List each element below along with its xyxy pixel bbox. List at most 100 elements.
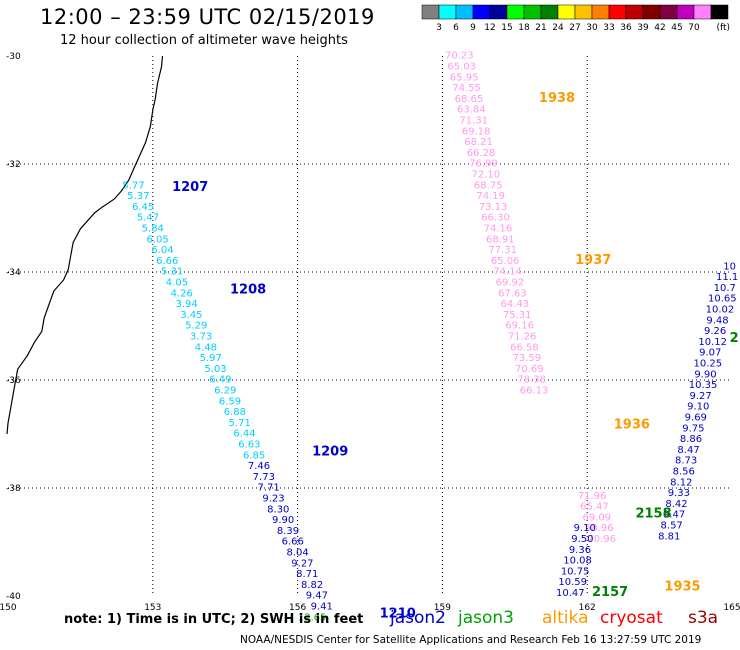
wave-height-value: 6.45: [132, 202, 154, 213]
satellite-legend-jason3: jason3: [458, 608, 514, 628]
wave-height-value: 8.47: [677, 445, 699, 456]
wave-height-value: 75.31: [503, 310, 532, 321]
lon-tick-label: 162: [579, 603, 596, 613]
wave-height-value: 78.38: [517, 375, 546, 386]
colorbar-label: 33: [603, 23, 614, 33]
colorbar-label: 39: [637, 23, 649, 33]
wave-height-value: 67.63: [498, 288, 527, 299]
wave-height-value: 9.50: [571, 534, 593, 545]
wave-height-value: 10.59: [558, 577, 587, 588]
wave-height-value: 77.31: [488, 245, 517, 256]
wave-height-value: 68.21: [464, 137, 493, 148]
wave-height-value: 6.05: [146, 234, 168, 245]
lat-tick-label: -38: [6, 484, 21, 494]
wave-height-value: 8.71: [296, 569, 318, 580]
wave-height-value: 10.02: [706, 305, 735, 316]
wave-height-value: 3.45: [180, 310, 202, 321]
pass-time-label: 1207: [172, 180, 208, 195]
wave-height-value: 5.47: [137, 213, 159, 224]
wave-height-value: 66.13: [520, 386, 549, 397]
wave-height-value: 9.47: [663, 510, 685, 521]
page-title: 12:00 – 23:59 UTC 02/15/2019: [40, 5, 375, 29]
lon-tick-label: 159: [434, 603, 451, 613]
lat-tick-label: -30: [6, 52, 21, 62]
wave-height-value: 71.31: [459, 116, 488, 127]
lon-tick-label: 153: [144, 603, 161, 613]
pass-time-label: 2159: [730, 331, 740, 346]
colorbar-label: 3: [436, 23, 442, 33]
wave-height-value: 7.46: [248, 461, 270, 472]
wave-height-value: 9.69: [685, 413, 707, 424]
colorbar-swatch: [438, 4, 457, 20]
wave-height-value: 8.04: [286, 548, 308, 559]
colorbar-swatch: [642, 4, 661, 20]
colorbar-swatch: [506, 4, 525, 20]
colorbar-label: 21: [535, 23, 546, 33]
wave-height-value: 9.75: [682, 423, 704, 434]
colorbar-label: 27: [569, 23, 580, 33]
satellite-legend-cryosat: cryosat: [600, 608, 663, 628]
wave-height-value: 8.57: [661, 521, 683, 532]
wave-height-value: 69.92: [496, 278, 525, 289]
wave-height-value: 71.26: [508, 332, 537, 343]
wave-height-value: 9.90: [272, 515, 294, 526]
wave-height-value: 63.84: [457, 105, 486, 116]
wave-height-value: 65.47: [580, 502, 609, 513]
wave-height-value: 70.96: [587, 534, 616, 545]
colorbar-swatch: [472, 4, 491, 20]
wave-height-value: 10: [723, 261, 736, 272]
wave-height-value: 8.82: [301, 580, 323, 591]
wave-height-value: 8.39: [277, 526, 299, 537]
colorbar-label: 70: [688, 23, 700, 33]
wave-height-value: 6.66: [156, 256, 178, 267]
colorbar-swatch: [625, 4, 644, 20]
wave-height-value: 8.42: [665, 499, 687, 510]
wave-height-value: 12.65: [298, 612, 327, 623]
colorbar-swatch: [489, 4, 508, 20]
pass-time-label: 2157: [592, 585, 628, 600]
wave-height-value: 66.28: [467, 148, 496, 159]
wave-height-value: 10.35: [689, 380, 718, 391]
wave-height-value: 8.12: [670, 477, 692, 488]
colorbar-swatch: [455, 4, 474, 20]
colorbar-swatch: [659, 4, 678, 20]
wave-height-value: 5.84: [142, 224, 164, 235]
footnote: note: 1) Time is in UTC; 2) SWH is in fe…: [64, 612, 364, 627]
wave-height-value: 74.19: [476, 191, 505, 202]
wave-height-value: 6.29: [214, 386, 236, 397]
wave-height-value: 68.65: [455, 94, 484, 105]
colorbar-label: 12: [484, 23, 495, 33]
wave-height-value: 5.03: [204, 364, 226, 375]
wave-height-value: 6.63: [238, 440, 260, 451]
wave-height-value: 8.56: [673, 467, 695, 478]
lat-tick-label: -32: [6, 160, 21, 170]
lon-tick-label: 165: [723, 603, 740, 613]
colorbar-swatch: [574, 4, 593, 20]
colorbar-swatch: [523, 4, 542, 20]
colorbar-swatch: [557, 4, 576, 20]
wave-height-value: 9.27: [689, 391, 711, 402]
wave-height-value: 8.86: [680, 434, 702, 445]
wave-height-value: 68.91: [486, 234, 515, 245]
pass-time-label: 1208: [230, 283, 266, 298]
wave-height-value: 70.23: [445, 51, 474, 62]
wave-height-value: 73.59: [513, 353, 542, 364]
wave-height-value: 8.81: [658, 531, 680, 542]
wave-height-value: 5.71: [229, 418, 251, 429]
wave-height-value: 4.05: [166, 278, 188, 289]
wave-height-value: 10.08: [563, 556, 592, 567]
wave-height-value: 69.16: [505, 321, 534, 332]
wave-height-value: 64.43: [500, 299, 529, 310]
wave-height-value: 9.10: [574, 523, 596, 534]
lat-tick-label: -36: [6, 376, 21, 386]
colorbar-label: 45: [671, 23, 682, 33]
wave-height-value: 6.59: [219, 396, 241, 407]
colorbar-swatch: [676, 4, 695, 20]
lat-tick-label: -40: [6, 592, 21, 602]
wave-height-value: 4.48: [195, 342, 217, 353]
wave-height-value: 5.31: [161, 267, 183, 278]
wave-height-value: 6.49: [209, 375, 231, 386]
wave-height-value: 11.1: [716, 272, 738, 283]
